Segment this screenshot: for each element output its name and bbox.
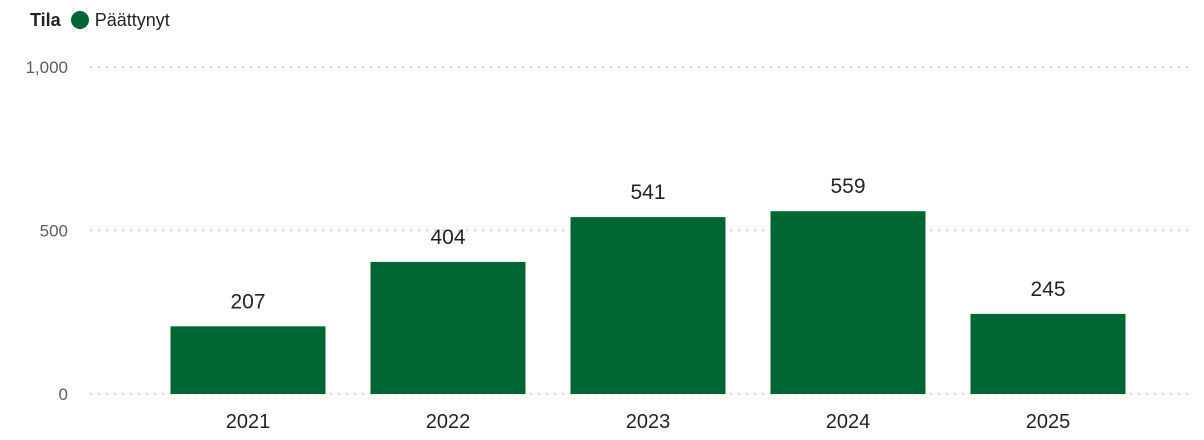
bar-2024[interactable]: [770, 211, 926, 394]
data-label: 541: [630, 181, 665, 204]
legend-marker-icon: [70, 11, 89, 29]
bar-2025[interactable]: [970, 313, 1126, 394]
data-label: 245: [1030, 278, 1065, 301]
x-tick-label: 2024: [826, 411, 871, 433]
bars: [170, 211, 1126, 394]
bar-2022[interactable]: [370, 261, 526, 394]
y-tick-label: 0: [59, 385, 68, 404]
data-label: 559: [830, 175, 865, 198]
x-tick-label: 2021: [226, 411, 271, 433]
x-tick-label: 2025: [1026, 411, 1071, 433]
data-labels: 207 404 541 559 245: [230, 175, 1065, 313]
legend: Tila Päättynyt: [30, 8, 170, 32]
bar-2021[interactable]: [170, 326, 326, 394]
x-axis: 2021 2022 2023 2024 2025: [226, 411, 1071, 433]
legend-title: Tila: [30, 9, 61, 30]
x-tick-label: 2022: [426, 411, 471, 433]
y-tick-label: 500: [40, 222, 68, 241]
bar-2023[interactable]: [570, 217, 726, 394]
data-label: 404: [430, 226, 465, 249]
x-tick-label: 2023: [626, 411, 671, 433]
legend-item-label[interactable]: Päättynyt: [94, 9, 170, 30]
y-tick-label: 1,000: [25, 58, 68, 77]
y-axis: 0 500 1,000: [25, 58, 68, 404]
data-label: 207: [230, 290, 265, 313]
